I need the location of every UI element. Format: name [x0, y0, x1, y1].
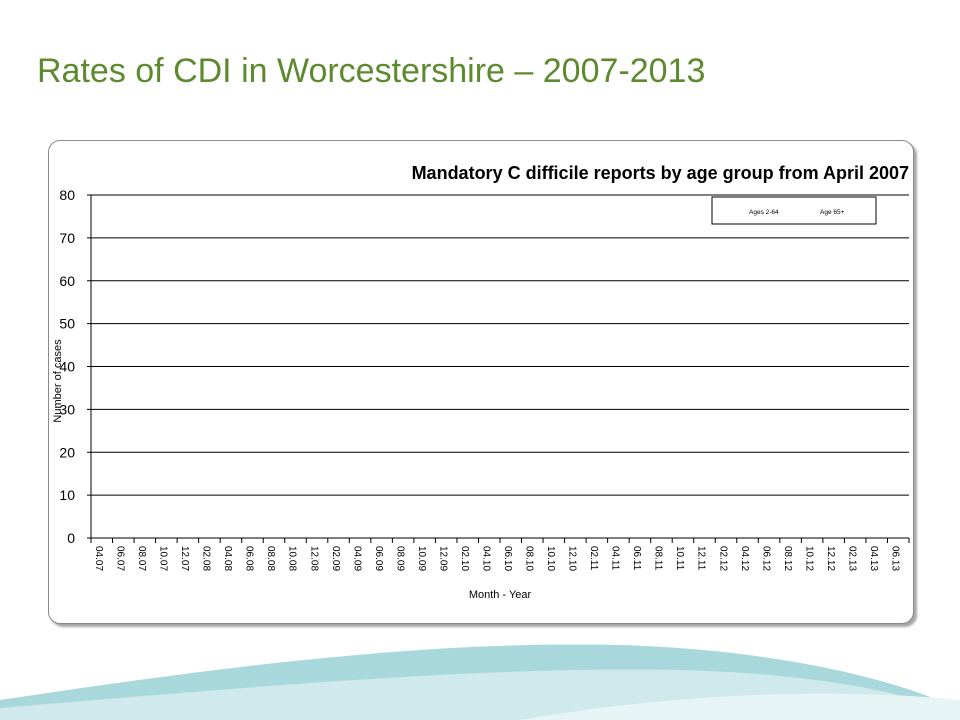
x-tick-label-06.09: 06.09: [373, 546, 384, 571]
x-tick-label-04.11: 04.11: [610, 546, 621, 571]
y-tick-label-40: 40: [59, 359, 75, 375]
wave-front: [520, 693, 960, 720]
axes: [87, 194, 910, 543]
y-tick-label-60: 60: [59, 273, 75, 289]
gridlines: [91, 194, 909, 496]
legend-entry-ages-2-64: Ages 2-64: [749, 209, 779, 216]
x-tick-label-02.13: 02.13: [846, 546, 857, 571]
y-tick-label-30: 30: [59, 401, 75, 417]
x-tick-label-04.12: 04.12: [739, 546, 750, 571]
x-tick-label-08.11: 08.11: [653, 546, 664, 571]
y-axis-label: Number of cases: [52, 339, 64, 423]
x-tick-label-02.08: 02.08: [201, 546, 212, 571]
x-tick-label-08.07: 08.07: [136, 546, 147, 571]
x-tick-label-10.09: 10.09: [416, 546, 427, 571]
x-tick-label-10.11: 10.11: [674, 546, 685, 571]
x-tick-label-08.09: 08.09: [394, 546, 405, 571]
x-tick-label-04.09: 04.09: [351, 546, 362, 571]
x-axis-tick-labels: 04.07 06.07 08.07 10.07 12.07 02.08 04.08 06.08…: [93, 546, 900, 571]
x-tick-label-04.10: 04.10: [480, 546, 491, 571]
x-tick-label-12.10: 12.10: [567, 546, 578, 571]
legend: Ages 2-64 Age 65+: [711, 196, 877, 225]
x-tick-label-02.09: 02.09: [330, 546, 341, 571]
y-tick-label-20: 20: [59, 444, 75, 460]
x-tick-label-04.08: 04.08: [222, 546, 233, 571]
slide-title: Rates of CDI in Worcestershire – 2007-20…: [37, 52, 706, 90]
x-tick-label-06.11: 06.11: [631, 546, 642, 571]
x-tick-label-02.11: 02.11: [588, 546, 599, 571]
x-tick-label-12.11: 12.11: [696, 546, 707, 571]
y-tick-label-0: 0: [67, 530, 75, 546]
x-tick-label-06.10: 06.10: [502, 546, 513, 571]
x-tick-label-04.13: 04.13: [868, 546, 879, 571]
chart: Mandatory C difficile reports by age gro…: [52, 163, 910, 601]
x-tick-label-02.12: 02.12: [717, 546, 728, 571]
y-tick-label-80: 80: [59, 187, 75, 203]
x-tick-label-12.12: 12.12: [825, 546, 836, 571]
x-axis-label: Month - Year: [469, 589, 532, 601]
x-tick-label-02.10: 02.10: [459, 546, 470, 571]
x-tick-label-08.12: 08.12: [782, 546, 793, 571]
legend-box: [711, 196, 877, 225]
x-tick-label-12.07: 12.07: [179, 546, 190, 571]
x-tick-label-10.07: 10.07: [158, 546, 169, 571]
y-tick-label-10: 10: [59, 487, 75, 503]
x-tick-label-10.12: 10.12: [803, 546, 814, 571]
y-tick-label-70: 70: [59, 230, 75, 246]
chart-title: Mandatory C difficile reports by age gro…: [412, 163, 909, 183]
x-tick-label-10.10: 10.10: [545, 546, 556, 571]
x-tick-label-08.08: 08.08: [265, 546, 276, 571]
x-tick-label-10.08: 10.08: [287, 546, 298, 571]
y-tick-label-50: 50: [59, 316, 75, 332]
x-tick-label-12.09: 12.09: [437, 546, 448, 571]
x-tick-label-06.12: 06.12: [760, 546, 771, 571]
x-tick-label-08.10: 08.10: [524, 546, 535, 571]
legend-entry-age-65-plus: Age 65+: [820, 209, 845, 216]
x-tick-label-04.07: 04.07: [93, 546, 104, 571]
x-tick-label-12.08: 12.08: [308, 546, 319, 571]
x-tick-label-06.08: 06.08: [244, 546, 255, 571]
decorative-waves: [0, 644, 960, 720]
x-tick-label-06.07: 06.07: [115, 546, 126, 571]
y-axis-tick-labels: 0 10 20 30 40 50 60 70 80: [59, 187, 75, 546]
chart-panel: Mandatory C difficile reports by age gro…: [48, 140, 914, 624]
x-tick-label-06.13: 06.13: [889, 546, 900, 571]
